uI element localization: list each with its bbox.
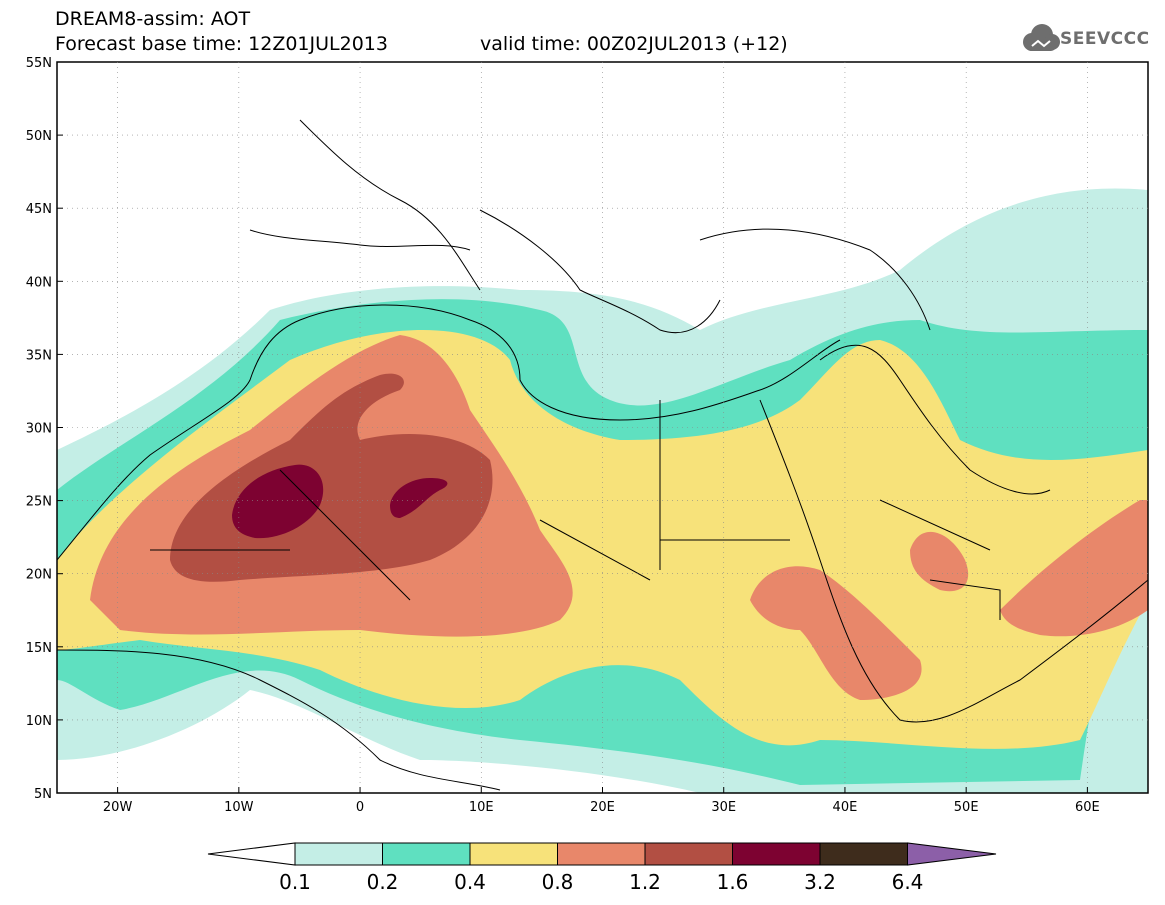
lat-label: 15N	[26, 641, 52, 656]
map-title: DREAM8-assim: AOT	[55, 8, 251, 30]
cloud-icon	[1023, 24, 1060, 51]
colorbar-over-arrow	[907, 842, 997, 866]
colorbar-level-label: 0.4	[454, 870, 486, 894]
valid-time: valid time: 00Z02JUL2013 (+12)	[480, 33, 788, 55]
lat-label: 25N	[26, 495, 52, 510]
forecast-base-time: Forecast base time: 12Z01JUL2013	[55, 33, 388, 55]
lat-label: 35N	[26, 348, 52, 363]
lat-label: 5N	[34, 787, 52, 802]
lat-label: 55N	[26, 56, 52, 71]
colorbar-swatch	[732, 842, 821, 866]
lon-label: 20E	[590, 800, 615, 815]
seevccc-logo-text: SEEVCCC	[1060, 29, 1150, 49]
lat-label: 50N	[26, 129, 52, 144]
colorbar-swatch	[469, 842, 558, 866]
lon-label: 50E	[954, 800, 979, 815]
lon-label: 30E	[711, 800, 736, 815]
colorbar-level-label: 1.2	[629, 870, 661, 894]
lon-label: 60E	[1075, 800, 1100, 815]
colorbar-level-label: 3.2	[804, 870, 836, 894]
lat-label: 20N	[26, 568, 52, 583]
colorbar-level-label: 1.6	[717, 870, 749, 894]
longitude-labels: 20W 10W 0 10E 20E 30E 40E 50E 60E	[103, 787, 1100, 815]
colorbar-swatch	[644, 842, 733, 866]
colorbar-level-label: 0.1	[279, 870, 311, 894]
latitude-labels: 55N 50N 45N 40N 35N 30N 25N 20N 15N 10N 5N	[26, 56, 63, 802]
colorbar: 0.1 0.2 0.4 0.8 1.2 1.6 3.2 6.4	[207, 842, 997, 894]
graticule	[57, 62, 1148, 793]
colorbar-level-label: 0.8	[542, 870, 574, 894]
lon-label: 10W	[224, 800, 254, 815]
lon-label: 20W	[103, 800, 133, 815]
colorbar-level-label: 6.4	[892, 870, 924, 894]
aot-band-0.8-east	[750, 566, 922, 700]
lon-label: 40E	[833, 800, 858, 815]
colorbar-swatch	[382, 842, 471, 866]
lat-label: 40N	[26, 275, 52, 290]
colorbar-swatch	[557, 842, 646, 866]
colorbar-swatch	[294, 842, 383, 866]
coastlines	[57, 119, 1148, 791]
lon-label: 10E	[469, 800, 494, 815]
colorbar-swatch	[819, 842, 908, 866]
aot-band-0.8-oman	[1000, 500, 1148, 637]
aot-band-1.6-a	[232, 464, 324, 539]
colorbar-under-arrow	[207, 842, 296, 866]
colorbar-level-label: 0.2	[367, 870, 399, 894]
lat-label: 45N	[26, 202, 52, 217]
lat-label: 30N	[26, 422, 52, 437]
aot-band-1.6-b	[390, 478, 448, 518]
lat-label: 10N	[26, 714, 52, 729]
lon-label: 0	[356, 800, 364, 815]
aot-band-0.8-arabia	[910, 531, 969, 592]
